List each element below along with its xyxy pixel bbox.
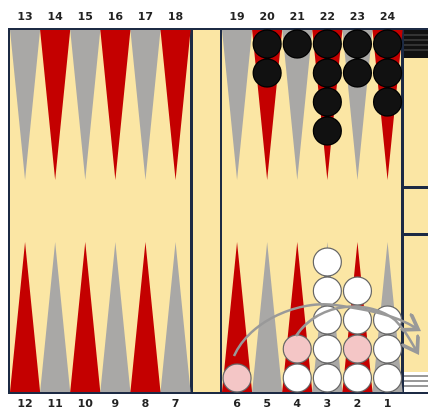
point-label: 14 <box>47 10 63 23</box>
point-label: 8 <box>142 397 150 410</box>
checker <box>343 277 371 305</box>
point-label: 16 <box>108 10 124 23</box>
checker <box>313 30 341 58</box>
point-label: 17 <box>138 10 153 23</box>
checker <box>374 30 402 58</box>
checker <box>343 335 371 363</box>
checker <box>343 59 371 87</box>
page: 131214111510169178187196205214223232241 … <box>0 0 428 410</box>
checker <box>374 88 402 116</box>
checker <box>343 30 371 58</box>
point-label: 10 <box>78 397 94 410</box>
right-half <box>222 30 401 392</box>
checker <box>313 59 341 87</box>
point-label: 18 <box>168 10 183 23</box>
point-label: 11 <box>47 397 62 410</box>
point-label: 7 <box>172 397 180 410</box>
checker <box>343 364 371 392</box>
checker <box>283 30 311 58</box>
point-label: 2 <box>354 397 362 410</box>
tray-divider <box>402 186 428 189</box>
point-label: 1 <box>384 397 392 410</box>
checker <box>313 117 341 145</box>
checker <box>313 277 341 305</box>
checker <box>313 248 341 276</box>
checker <box>313 335 341 363</box>
checker <box>313 88 341 116</box>
checker <box>283 364 311 392</box>
checker <box>253 30 281 58</box>
point-label: 13 <box>17 10 32 23</box>
checker <box>374 335 402 363</box>
checker <box>313 364 341 392</box>
point-label: 5 <box>263 397 271 410</box>
checker <box>253 59 281 87</box>
board: 13 12 14 11 15 10 16 9 17 8 18 7 19 6 20 5 21 4 22 3 23 2 24 1 <box>0 0 428 410</box>
point-label: 15 <box>78 10 93 23</box>
point-label: 20 <box>259 10 275 23</box>
point-label: 12 <box>17 397 32 410</box>
left-half <box>10 30 190 392</box>
borne-off-white <box>404 372 428 392</box>
point-label: 24 <box>380 10 396 23</box>
point-label: 19 <box>229 10 244 23</box>
point-label: 6 <box>233 397 241 410</box>
point-label: 3 <box>324 397 332 410</box>
tray-divider <box>402 233 428 236</box>
checker <box>283 335 311 363</box>
borne-off-black <box>404 30 428 58</box>
point-label: 9 <box>112 397 120 410</box>
checker <box>374 59 402 87</box>
point-label: 4 <box>293 397 301 410</box>
point-label: 22 <box>320 10 335 23</box>
checker <box>374 364 402 392</box>
point-label: 21 <box>290 10 305 23</box>
bar <box>193 30 220 392</box>
checker <box>223 364 251 392</box>
point-label: 23 <box>350 10 365 23</box>
